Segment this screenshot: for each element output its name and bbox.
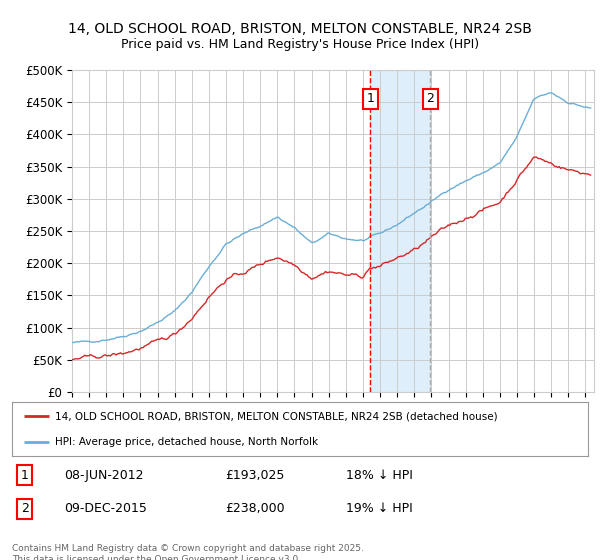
- Text: Price paid vs. HM Land Registry's House Price Index (HPI): Price paid vs. HM Land Registry's House …: [121, 38, 479, 50]
- Text: 2: 2: [20, 502, 29, 515]
- Bar: [370, 70, 430, 392]
- Text: £193,025: £193,025: [225, 469, 284, 482]
- Text: £238,000: £238,000: [225, 502, 285, 515]
- Text: 18% ↓ HPI: 18% ↓ HPI: [346, 469, 413, 482]
- Text: 14, OLD SCHOOL ROAD, BRISTON, MELTON CONSTABLE, NR24 2SB: 14, OLD SCHOOL ROAD, BRISTON, MELTON CON…: [68, 22, 532, 36]
- Text: 09-DEC-2015: 09-DEC-2015: [64, 502, 147, 515]
- Text: 08-JUN-2012: 08-JUN-2012: [64, 469, 143, 482]
- Text: 14, OLD SCHOOL ROAD, BRISTON, MELTON CONSTABLE, NR24 2SB (detached house): 14, OLD SCHOOL ROAD, BRISTON, MELTON CON…: [55, 412, 498, 421]
- Text: Contains HM Land Registry data © Crown copyright and database right 2025.
This d: Contains HM Land Registry data © Crown c…: [12, 544, 364, 560]
- Text: 1: 1: [20, 469, 29, 482]
- Text: 1: 1: [367, 92, 374, 105]
- Text: HPI: Average price, detached house, North Norfolk: HPI: Average price, detached house, Nort…: [55, 437, 319, 446]
- Text: 19% ↓ HPI: 19% ↓ HPI: [346, 502, 413, 515]
- Text: 2: 2: [427, 92, 434, 105]
